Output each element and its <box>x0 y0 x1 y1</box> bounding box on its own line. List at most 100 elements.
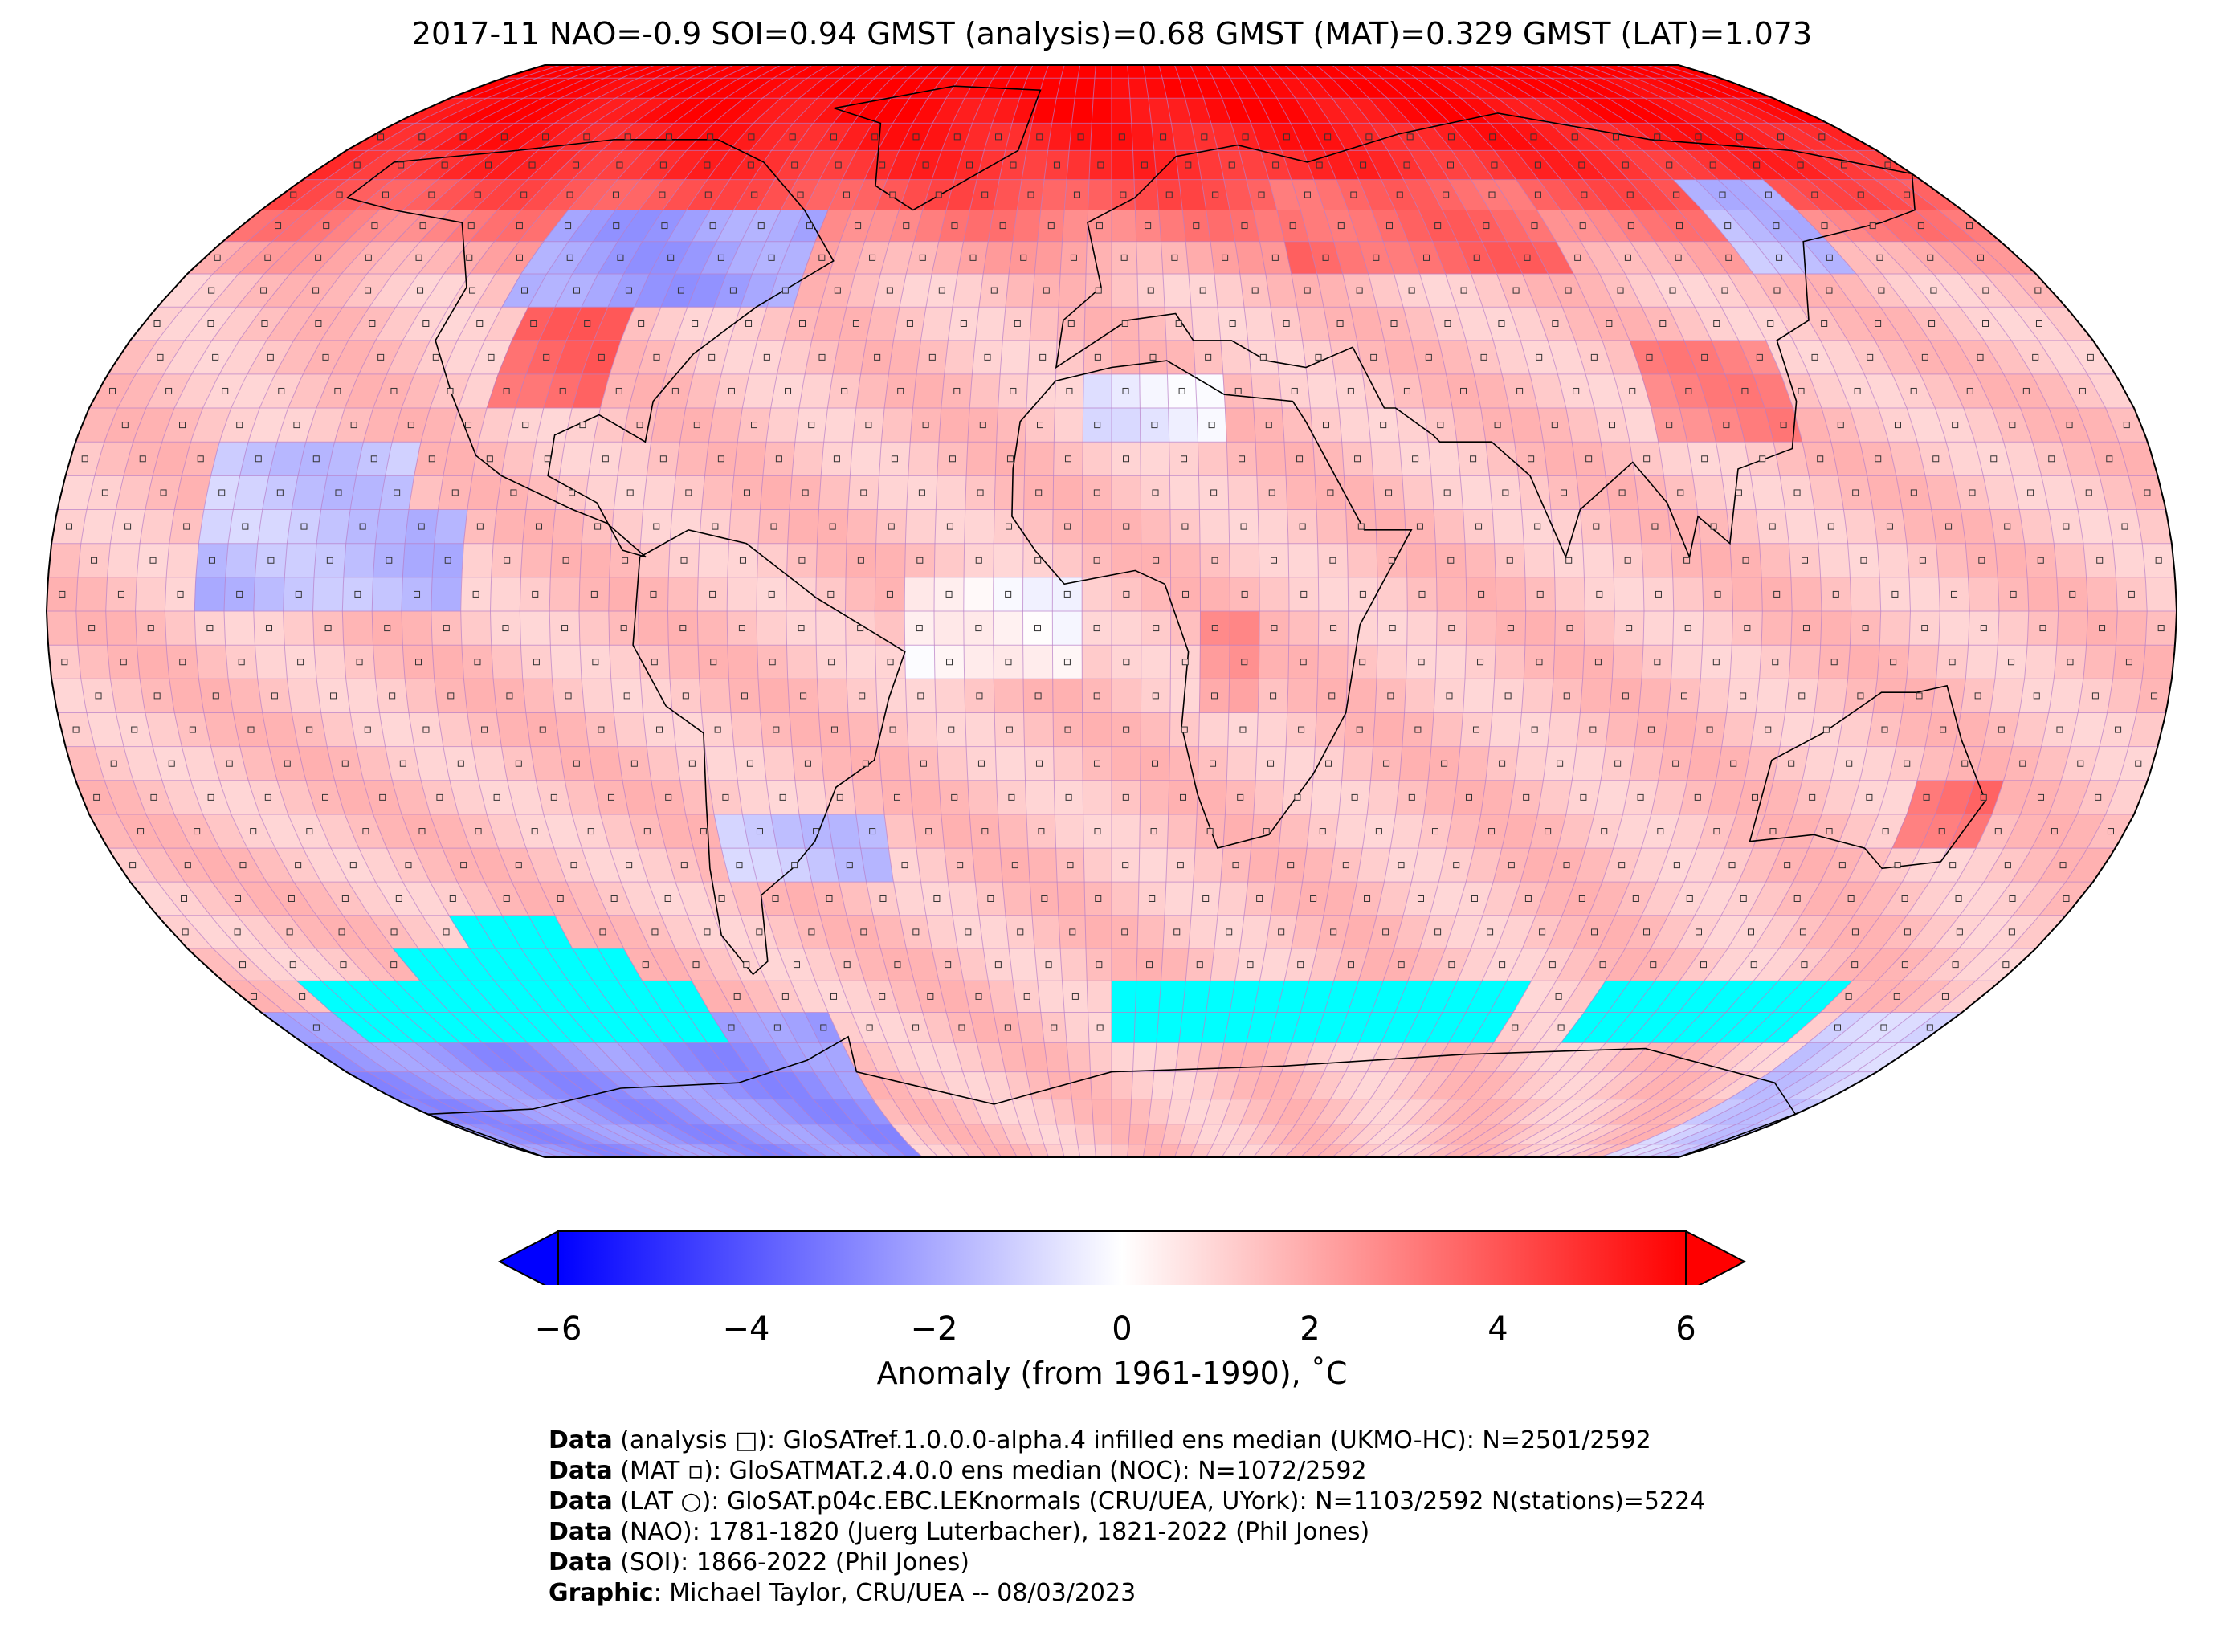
grid-cell <box>1136 915 1165 949</box>
analysis-marker <box>121 422 129 429</box>
grid-cell <box>730 712 764 747</box>
grid-cell <box>850 441 882 476</box>
grid-cell <box>1027 847 1058 883</box>
analysis-marker <box>1747 928 1754 936</box>
analysis-marker <box>869 828 876 835</box>
analysis-marker <box>124 523 132 530</box>
analysis-marker <box>1448 961 1455 969</box>
analysis-marker <box>1181 726 1188 733</box>
analysis-marker <box>1574 254 1581 261</box>
analysis-marker <box>2008 928 2015 936</box>
grid-cell <box>312 577 345 612</box>
grid-cell <box>1543 441 1577 476</box>
grid-cell <box>888 340 921 375</box>
analysis-marker <box>222 387 229 394</box>
grid-cell <box>1084 915 1112 949</box>
analysis-marker <box>1337 222 1345 230</box>
grid-cell <box>1158 210 1186 242</box>
grid-cell <box>1169 746 1199 781</box>
analysis-marker <box>570 862 577 869</box>
analysis-marker <box>1271 625 1278 632</box>
analysis-marker <box>1141 161 1148 169</box>
grid-cell <box>1127 65 1146 79</box>
analysis-marker <box>419 222 426 230</box>
analysis-marker <box>531 828 538 835</box>
grid-cell <box>794 780 828 815</box>
colorbar-tick-label: 4 <box>1487 1311 1508 1348</box>
analysis-marker <box>722 793 729 801</box>
grid-cell <box>1140 441 1170 476</box>
grid-cell <box>1285 475 1317 510</box>
analysis-marker <box>1866 793 1873 801</box>
analysis-marker <box>1232 862 1239 869</box>
analysis-marker <box>659 161 667 169</box>
analysis-marker <box>267 557 275 564</box>
analysis-marker <box>1740 692 1747 700</box>
grid-cell <box>1613 577 1645 612</box>
grid-cell <box>696 610 728 646</box>
analysis-marker <box>1862 625 1869 632</box>
analysis-marker <box>365 287 372 294</box>
analysis-marker <box>903 222 910 230</box>
analysis-marker <box>1643 928 1651 936</box>
analysis-marker <box>2066 422 2073 429</box>
grid-cell <box>165 543 199 578</box>
analysis-marker <box>945 590 953 598</box>
analysis-marker <box>1147 287 1154 294</box>
analysis-marker <box>359 523 366 530</box>
analysis-marker <box>1177 862 1184 869</box>
analysis-marker <box>1206 828 1214 835</box>
analysis-marker <box>1067 320 1075 328</box>
grid-cell <box>855 373 889 409</box>
analysis-marker <box>1093 557 1100 564</box>
analysis-marker <box>1152 489 1159 496</box>
analysis-marker <box>1742 557 1749 564</box>
analysis-marker <box>510 489 517 496</box>
analysis-marker <box>1023 993 1030 1000</box>
analysis-marker <box>953 387 961 394</box>
analysis-marker <box>1811 353 1818 361</box>
analysis-marker <box>709 222 716 230</box>
analysis-marker <box>1382 928 1389 936</box>
grid-cell <box>697 543 729 578</box>
analysis-marker <box>149 557 157 564</box>
analysis-marker <box>623 692 630 700</box>
analysis-marker <box>1268 489 1275 496</box>
analysis-marker <box>829 523 836 530</box>
grid-cell <box>667 577 699 612</box>
analysis-marker <box>1240 523 1247 530</box>
analysis-marker <box>1982 287 1989 294</box>
analysis-marker <box>390 961 398 969</box>
analysis-marker <box>981 828 989 835</box>
analysis-marker <box>1256 895 1263 902</box>
grid-cell <box>1168 407 1198 443</box>
analysis-marker <box>476 523 484 530</box>
analysis-marker <box>234 895 241 902</box>
analysis-marker <box>561 625 569 632</box>
grid-cell <box>257 509 292 544</box>
grid-cell <box>965 441 997 476</box>
grid-cell <box>904 644 936 679</box>
analysis-marker <box>1977 353 1984 361</box>
analysis-marker <box>826 895 833 902</box>
analysis-marker <box>1270 692 1277 700</box>
analysis-marker <box>565 222 572 230</box>
grid-cell <box>1170 610 1201 646</box>
grid-cell <box>1609 509 1642 544</box>
analysis-marker <box>2087 353 2094 361</box>
analysis-marker <box>798 625 805 632</box>
credit-key: Data <box>549 1426 613 1454</box>
analysis-marker <box>773 726 780 733</box>
analysis-marker <box>1017 928 1024 936</box>
analysis-marker <box>987 895 994 902</box>
analysis-marker <box>1724 222 1732 230</box>
grid-cell <box>937 746 969 781</box>
analysis-marker <box>958 1024 965 1031</box>
analysis-marker <box>1901 895 1908 902</box>
grid-cell <box>520 543 553 578</box>
analysis-marker <box>1237 793 1244 801</box>
grid-cell <box>401 610 433 646</box>
grid-cell <box>1022 644 1054 679</box>
colorbar-tick-label: 2 <box>1300 1311 1320 1348</box>
analysis-marker <box>820 1024 827 1031</box>
